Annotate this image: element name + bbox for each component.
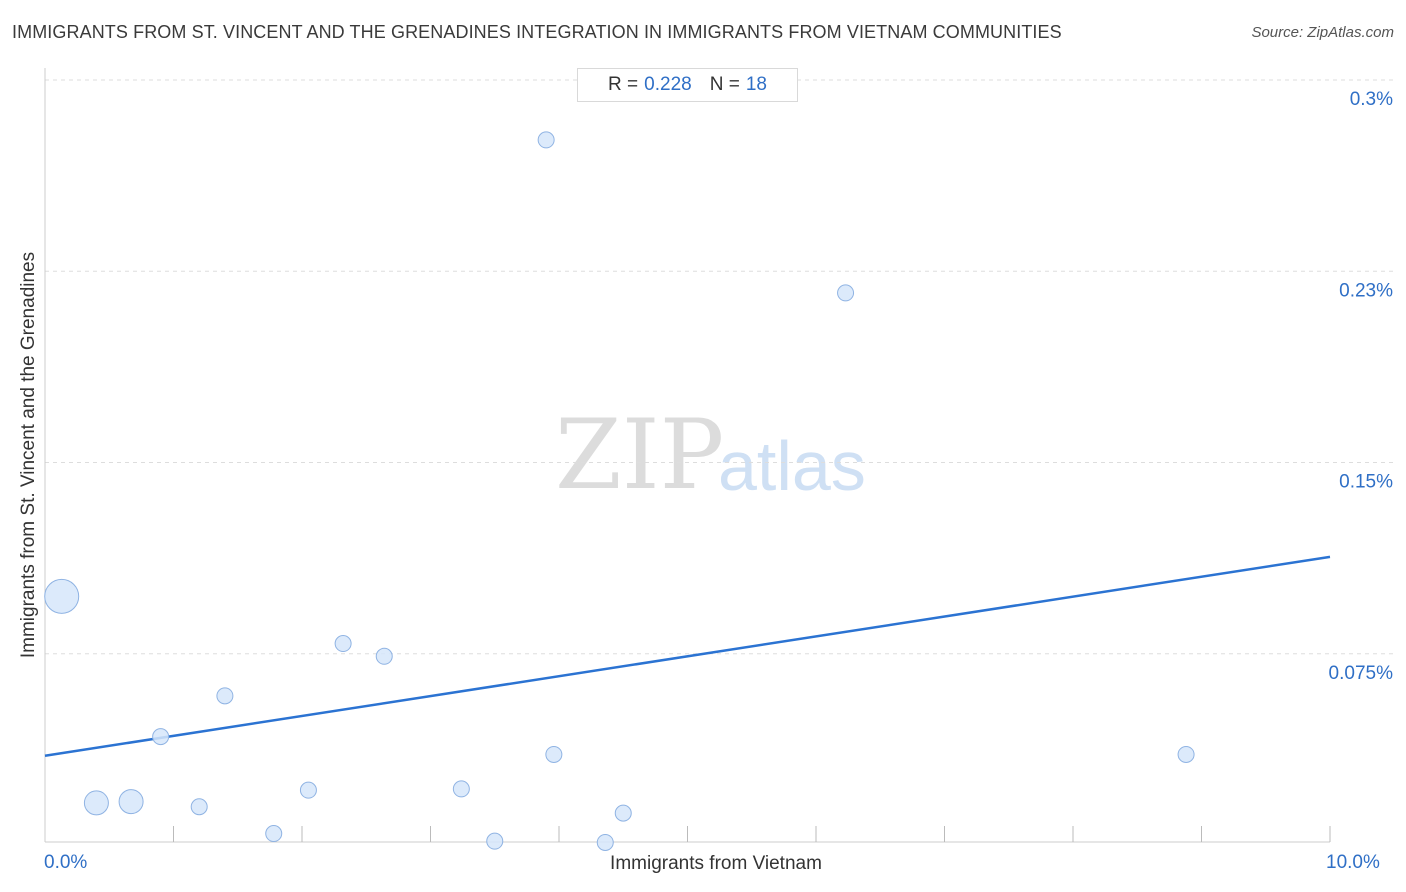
stats-box: R = 0.228 N = 18 <box>577 68 798 102</box>
data-point <box>152 728 170 746</box>
grid-lines <box>45 79 1393 655</box>
watermark-zip: ZIP <box>555 399 724 511</box>
data-point <box>334 635 352 653</box>
data-point <box>44 578 80 614</box>
y-tick-label: 0.15% <box>1339 472 1393 493</box>
trend-line-group <box>44 555 1331 757</box>
r-value: 0.228 <box>644 74 692 95</box>
source-label: Source: ZipAtlas.com <box>1251 24 1394 41</box>
data-point <box>837 284 855 302</box>
watermark-atlas: atlas <box>718 427 866 505</box>
y-tick-label: 0.075% <box>1329 663 1394 684</box>
data-point <box>596 833 614 851</box>
data-point <box>299 781 317 799</box>
n-label: N = <box>709 74 740 95</box>
data-point <box>614 804 632 822</box>
chart-title: IMMIGRANTS FROM ST. VINCENT AND THE GREN… <box>12 22 1062 42</box>
y-tick-label: 0.23% <box>1339 280 1393 301</box>
data-point <box>190 798 208 816</box>
x-axis-label: Immigrants from Vietnam <box>610 853 822 874</box>
data-point <box>1177 745 1195 763</box>
data-point <box>452 780 470 798</box>
axes <box>44 68 1331 843</box>
data-point <box>486 832 504 850</box>
data-point <box>375 647 393 665</box>
trend-line <box>44 555 1331 757</box>
data-point <box>265 825 283 843</box>
x-tick-label-min: 0.0% <box>44 852 88 873</box>
y-tick-label: 0.3% <box>1350 89 1393 110</box>
r-label: R = <box>608 74 639 95</box>
data-point <box>83 790 109 816</box>
data-points <box>44 131 1195 851</box>
data-point <box>118 789 144 815</box>
n-value: 18 <box>745 74 767 95</box>
data-point <box>545 745 563 763</box>
data-point <box>216 687 234 705</box>
y-axis-label: Immigrants from St. Vincent and the Gren… <box>18 251 39 659</box>
x-tick-label-max: 10.0% <box>1326 852 1380 873</box>
tick-labels: 0.075% 0.15% 0.23% 0.3% <box>1329 89 1394 684</box>
data-point <box>537 131 555 149</box>
